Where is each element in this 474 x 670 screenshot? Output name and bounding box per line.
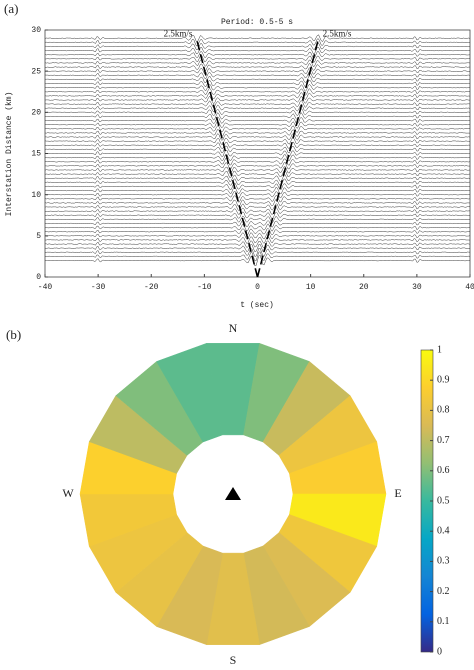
panel-label: (b) — [6, 327, 21, 342]
colorbar-tick-label: 0 — [437, 646, 442, 657]
panel-label: (a) — [4, 1, 18, 16]
sector — [156, 342, 223, 443]
trace — [45, 42, 471, 50]
trace — [44, 120, 471, 129]
trace — [45, 100, 471, 109]
x-axis-label: t (sec) — [240, 301, 274, 310]
x-tick-label: 30 — [412, 283, 422, 292]
trace — [45, 133, 471, 141]
trace — [44, 174, 471, 182]
colorbar-tick-label: 1 — [437, 344, 442, 355]
x-tick-label: 40 — [465, 283, 474, 292]
trace — [44, 95, 470, 105]
trace — [44, 231, 471, 240]
trace — [45, 158, 471, 166]
trace — [44, 203, 471, 212]
trace — [45, 215, 471, 224]
trace — [44, 125, 471, 133]
colorbar-tick-label: 0.1 — [437, 616, 450, 627]
trace — [44, 116, 471, 125]
y-tick-label: 20 — [31, 108, 41, 117]
colorbar-tick-label: 0.5 — [437, 495, 450, 506]
trace — [44, 87, 471, 96]
y-tick-label: 25 — [31, 67, 41, 76]
trace — [44, 178, 471, 186]
x-tick-label: -10 — [197, 283, 212, 292]
colorbar-tick-label: 0.6 — [437, 465, 450, 476]
trace — [44, 251, 471, 262]
trace — [45, 112, 471, 121]
trace — [44, 47, 471, 55]
x-tick-label: 0 — [255, 283, 260, 292]
trace — [44, 247, 471, 257]
trace — [44, 55, 471, 63]
colorbar-tick-label: 0.3 — [437, 556, 450, 567]
trace — [44, 128, 470, 138]
trace — [44, 63, 471, 71]
trace — [44, 59, 471, 67]
trace — [44, 153, 471, 162]
x-tick-label: -40 — [38, 283, 53, 292]
y-tick-label: 5 — [36, 232, 41, 241]
trace — [44, 198, 471, 207]
y-tick-label: 30 — [31, 26, 41, 35]
colorbar-tick-label: 0.8 — [437, 405, 450, 416]
trace — [44, 223, 471, 232]
trace — [44, 103, 471, 113]
x-tick-label: -20 — [144, 283, 159, 292]
direction-label: S — [230, 653, 237, 667]
trace — [44, 51, 471, 59]
colorbar-tick-label: 0.4 — [437, 525, 450, 536]
trace — [44, 150, 471, 158]
moveout-line — [195, 38, 259, 278]
trace — [44, 240, 471, 249]
trace — [44, 211, 471, 220]
colorbar-tick-label: 0.2 — [437, 586, 450, 597]
chart-title: Period: 0.5-5 s — [221, 18, 293, 27]
moveout-label: 2.5km/s — [323, 28, 352, 38]
trace — [45, 75, 470, 84]
moveout-label: 2.5km/s — [164, 28, 193, 38]
trace — [44, 170, 471, 178]
trace — [44, 186, 470, 195]
y-tick-label: 15 — [31, 150, 41, 159]
trace — [44, 190, 470, 199]
trace — [44, 71, 471, 80]
direction-label: N — [229, 321, 238, 335]
trace — [44, 83, 471, 92]
trace — [45, 79, 471, 88]
trace — [44, 91, 471, 101]
trace — [44, 195, 471, 203]
trace — [44, 182, 471, 191]
direction-label: E — [394, 486, 401, 500]
trace — [44, 34, 471, 43]
station-marker — [225, 487, 241, 500]
moveout-line — [256, 38, 320, 278]
colorbar-tick-label: 0.9 — [437, 374, 450, 385]
y-axis-label: Interstation Distance (km) — [5, 92, 14, 217]
trace — [44, 228, 470, 236]
colorbar-tick-label: 0.7 — [437, 435, 450, 446]
x-tick-label: 20 — [359, 283, 369, 292]
trace — [44, 108, 471, 117]
direction-label: W — [62, 486, 74, 500]
trace — [44, 206, 470, 216]
trace — [44, 38, 470, 47]
trace — [44, 219, 471, 228]
trace — [44, 243, 471, 253]
trace — [44, 254, 471, 267]
trace — [44, 141, 471, 149]
x-tick-label: 10 — [306, 283, 316, 292]
trace — [44, 137, 471, 145]
trace — [44, 67, 470, 76]
y-tick-label: 0 — [36, 273, 41, 282]
trace — [45, 162, 471, 170]
trace — [44, 236, 471, 244]
x-tick-label: -30 — [91, 283, 106, 292]
trace — [44, 145, 471, 154]
trace — [44, 166, 471, 174]
y-tick-label: 10 — [31, 191, 41, 200]
